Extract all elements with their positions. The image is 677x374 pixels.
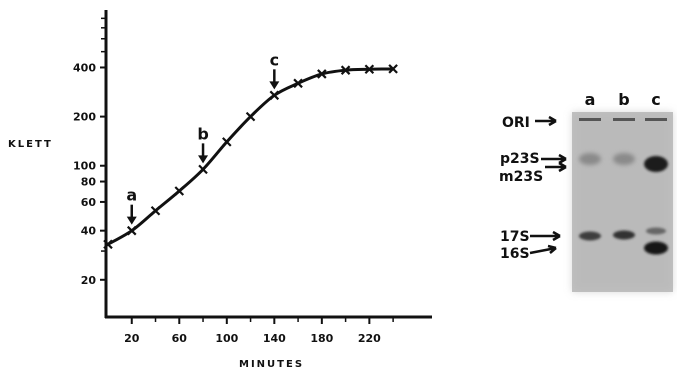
- data-point: [364, 64, 375, 75]
- data-point: [150, 205, 161, 216]
- lane-c-origin: [645, 118, 667, 121]
- y-tick-label-100: 100: [73, 160, 96, 173]
- y-tick-label-400: 400: [73, 61, 96, 74]
- data-point: [340, 65, 351, 75]
- band-label-ori: ORI: [502, 115, 530, 131]
- x-tick-label-60: 60: [172, 332, 188, 345]
- band-label-p23s: p23S: [500, 151, 540, 167]
- data-point: [198, 164, 208, 175]
- lane-a-origin: [579, 118, 601, 121]
- growth-chart: 400 200 100 80 60 40 20 20 60 100 140 180 220 KLETT…: [8, 10, 432, 370]
- data-point: [245, 111, 256, 122]
- y-tick-label-60: 60: [81, 196, 97, 209]
- band-label-17s: 17S: [500, 229, 530, 245]
- x-tick-label-140: 140: [263, 332, 286, 345]
- data-point: [293, 78, 303, 89]
- ori-arrow-icon: [535, 115, 557, 127]
- x-tick-label-180: 180: [310, 332, 333, 345]
- y-tick-label-200: 200: [73, 111, 96, 124]
- marker-arrowhead-icon: [126, 216, 137, 225]
- lane-a-23s-band: [579, 153, 601, 165]
- lane-label-c: c: [651, 90, 660, 109]
- marker-arrowhead-icon: [269, 81, 280, 90]
- x-tick-label-20: 20: [124, 332, 140, 345]
- data-point: [317, 69, 327, 79]
- data-point: [126, 225, 137, 236]
- y-ticks: 400 200 100 80 60 40 20: [73, 17, 106, 287]
- x-tick-label-220: 220: [358, 332, 381, 345]
- x-axis-title: MINUTES: [239, 359, 304, 370]
- marker-arrowhead-icon: [198, 155, 209, 164]
- lane-b-17s-band: [613, 230, 635, 240]
- lane-b-23s-band: [613, 153, 635, 165]
- y-tick-label-20: 20: [81, 274, 97, 287]
- sample-markers: a b c: [126, 50, 280, 225]
- lane-c-23s-band: [644, 156, 668, 172]
- lane-b-origin: [613, 118, 635, 121]
- y-tick-label-40: 40: [81, 225, 97, 238]
- gel-shading: [572, 112, 673, 292]
- x-tick-label-100: 100: [215, 332, 238, 345]
- growth-curve-line: [107, 67, 394, 246]
- lane-a-17s-band: [579, 231, 601, 241]
- 16s-arrow-icon: [529, 244, 557, 255]
- y-axis-title: KLETT: [8, 139, 53, 150]
- data-point: [103, 239, 113, 250]
- marker-label-a: a: [126, 186, 137, 205]
- band-label-m23s: m23S: [499, 169, 543, 185]
- m23s-arrow-icon: [545, 161, 567, 173]
- 17s-arrow-icon: [530, 230, 561, 242]
- lane-label-b: b: [618, 90, 629, 109]
- data-point: [174, 186, 185, 196]
- gel-panel: a b c ORI p23S m23S 17S 16S: [499, 90, 673, 292]
- marker-c: c: [269, 50, 280, 90]
- lane-c-16s-band: [644, 241, 668, 255]
- marker-b: b: [197, 124, 209, 164]
- data-point: [388, 64, 398, 74]
- band-label-16s: 16S: [500, 246, 530, 262]
- x-ticks: 20 60 100 140 180 220: [124, 317, 394, 345]
- lane-label-a: a: [585, 90, 596, 109]
- data-point: [222, 137, 232, 147]
- lane-c-17s-band: [646, 227, 666, 235]
- y-tick-label-80: 80: [81, 176, 97, 189]
- marker-label-b: b: [197, 124, 208, 143]
- p23s-arrow-icon: [541, 153, 567, 165]
- data-point: [269, 90, 280, 101]
- marker-a: a: [126, 186, 137, 225]
- growth-curve: [103, 64, 398, 250]
- marker-label-c: c: [270, 50, 279, 69]
